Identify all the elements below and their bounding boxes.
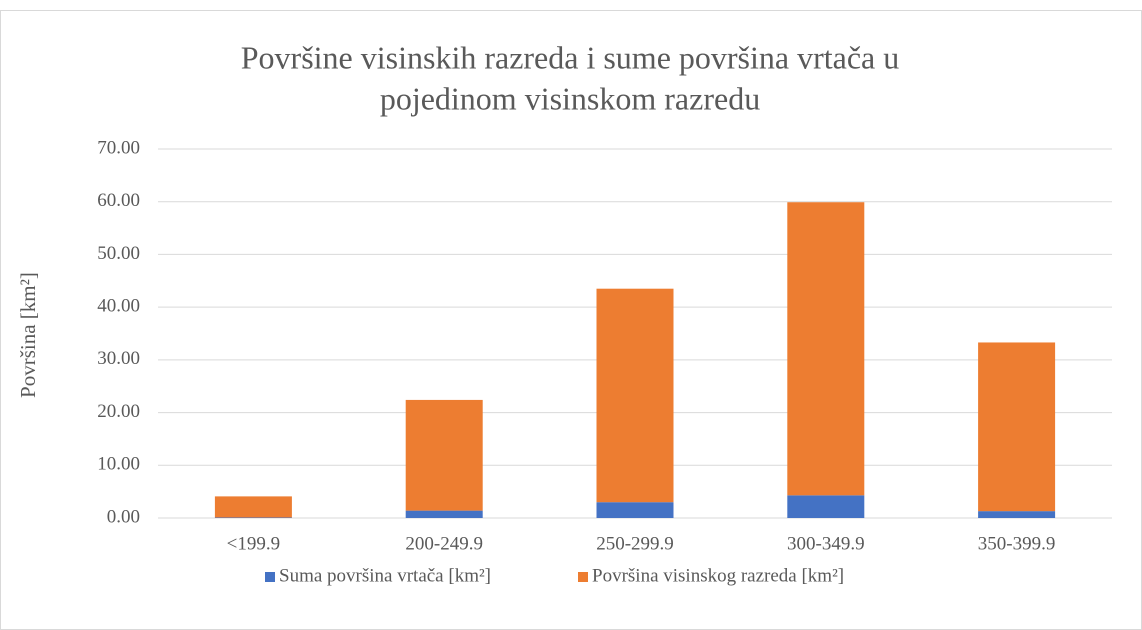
x-tick-label: <199.9: [227, 533, 280, 554]
legend-label: Suma površina vrtača [km²]: [279, 565, 491, 586]
chart-title: pojedinom visinskom razredu: [380, 80, 760, 116]
legend-swatch: [578, 572, 588, 582]
bar-segment: [978, 511, 1056, 518]
bar-segment: [787, 202, 865, 496]
y-axis-label: Površina [km²]: [16, 272, 40, 398]
bar-segment: [214, 517, 292, 518]
x-tick-label: 250-299.9: [596, 533, 674, 554]
legend-label: Površina visinskog razreda [km²]: [592, 565, 844, 586]
y-tick-label: 20.00: [97, 401, 140, 422]
y-tick-label: 60.00: [97, 190, 140, 211]
bar-segment: [214, 496, 292, 518]
legend-swatch: [265, 572, 275, 582]
bar-segment: [787, 495, 865, 518]
y-tick-label: 10.00: [97, 454, 140, 475]
bar-segment: [405, 399, 483, 511]
x-tick-label: 350-399.9: [978, 533, 1056, 554]
chart-title: Površine visinskih razreda i sume površi…: [241, 39, 900, 75]
x-tick-label: 200-249.9: [405, 533, 483, 554]
x-tick-label: 300-349.9: [787, 533, 865, 554]
y-tick-label: 30.00: [97, 348, 140, 369]
y-tick-label: 40.00: [97, 296, 140, 317]
y-tick-label: 50.00: [97, 243, 140, 264]
bar-segment: [405, 510, 483, 518]
y-tick-label: 0.00: [107, 506, 140, 527]
chart-border: [0, 10, 1142, 630]
bar-segment: [596, 502, 674, 518]
bar-segment: [596, 288, 674, 503]
y-tick-label: 70.00: [97, 137, 140, 158]
bar-segment: [978, 342, 1056, 512]
